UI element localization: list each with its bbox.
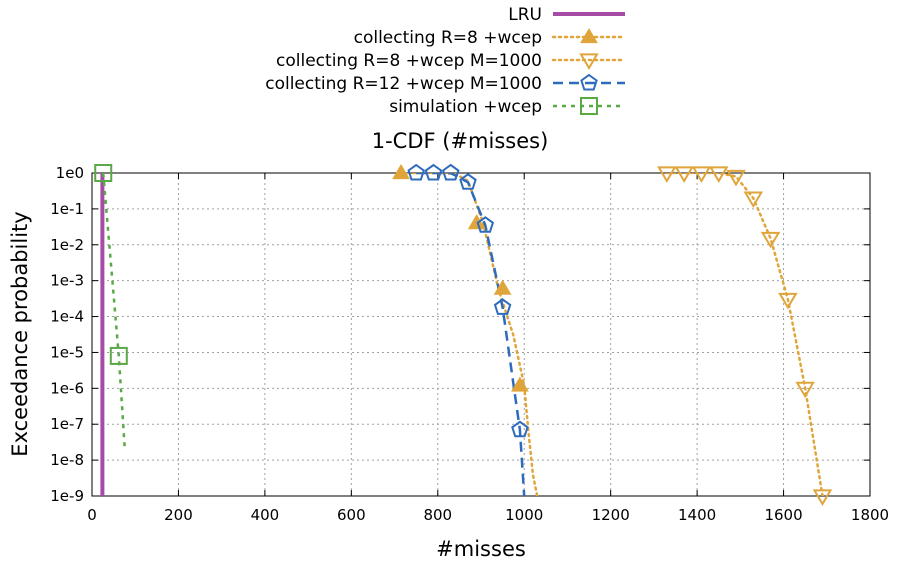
series-marker-2: [657, 166, 677, 183]
plot-frame: [91, 172, 871, 497]
series-marker-1: [511, 376, 529, 392]
y-tick-label: 1e-8: [50, 451, 84, 469]
x-tick-label: 400: [251, 506, 280, 524]
series-marker-2: [795, 381, 815, 399]
x-tick-label: 1800: [851, 506, 889, 524]
series-marker-1: [392, 164, 410, 180]
series-marker-2: [812, 489, 833, 506]
series-marker-3: [424, 163, 443, 181]
y-tick-label: 1e-9: [50, 487, 84, 505]
chart-title: 1-CDF (#misses): [372, 129, 549, 153]
series-marker-2: [760, 231, 781, 249]
series-marker-3: [441, 163, 460, 181]
x-tick-label: 1400: [678, 506, 716, 524]
series-marker-3: [459, 173, 477, 190]
x-tick-label: 1200: [592, 506, 630, 524]
x-tick-label: 1000: [505, 506, 543, 524]
y-tick-label: 1e-7: [50, 415, 84, 433]
series-marker-2: [674, 166, 694, 183]
x-tick-label: 1600: [764, 506, 802, 524]
legend-marker: [580, 73, 598, 91]
series-line-2: [665, 173, 824, 496]
series-marker-3: [407, 163, 425, 181]
series-marker-2: [778, 292, 798, 310]
series-marker-4: [94, 164, 113, 182]
series-marker-2: [691, 166, 712, 183]
series-line-1: [399, 173, 539, 496]
y-tick-label: 1e0: [56, 164, 84, 182]
series-lines: [100, 173, 824, 496]
legend-label: collecting R=8 +wcep M=1000: [276, 51, 542, 71]
series-marker-3: [476, 216, 495, 233]
series-line-4: [101, 173, 127, 450]
series-line-3: [416, 173, 526, 496]
legend-marker: [580, 28, 598, 44]
legend-marker: [579, 53, 599, 70]
grid: [92, 173, 870, 496]
series-marker-4: [109, 346, 128, 365]
x-tick-label: 200: [164, 506, 193, 524]
y-tick-label: 1e-3: [50, 272, 84, 290]
y-tick-label: 1e-1: [50, 200, 84, 218]
y-axis-label: Exceedance probability: [8, 211, 32, 456]
legend-label: simulation +wcep: [389, 97, 542, 117]
y-tick-label: 1e-4: [50, 308, 84, 326]
legend-marker: [580, 97, 598, 115]
y-tick-label: 1e-2: [50, 236, 84, 254]
series-marker-2: [743, 191, 764, 209]
y-tick-label: 1e-5: [50, 343, 84, 361]
series-marker-1: [493, 279, 512, 295]
series-marker-2: [726, 169, 746, 187]
legend-label: collecting R=8 +wcep: [354, 28, 542, 48]
x-tick-label: 0: [87, 506, 97, 524]
series-marker-3: [511, 420, 529, 438]
series-markers: [94, 163, 833, 506]
x-axis: 0 200 400 600 800 1000 1200 1400 1600 1800: [87, 173, 889, 524]
x-axis-label: #misses: [436, 537, 526, 561]
series-marker-1: [467, 214, 486, 230]
legend-label: collecting R=12 +wcep M=1000: [265, 74, 542, 94]
x-tick-label: 800: [423, 506, 452, 524]
y-tick-label: 1e-6: [50, 379, 84, 397]
legend: LRU collecting R=8 +wcep collecting R=8 +w…: [265, 5, 627, 117]
legend-label: LRU: [508, 5, 542, 25]
series-marker-3: [493, 298, 512, 315]
y-axis: 1e0 1e-1 1e-2 1e-3 1e-4 1e-5 1e-6 1e-7 1e-8 1e-9: [50, 164, 870, 505]
x-tick-label: 600: [337, 506, 366, 524]
series-marker-2: [708, 166, 729, 183]
